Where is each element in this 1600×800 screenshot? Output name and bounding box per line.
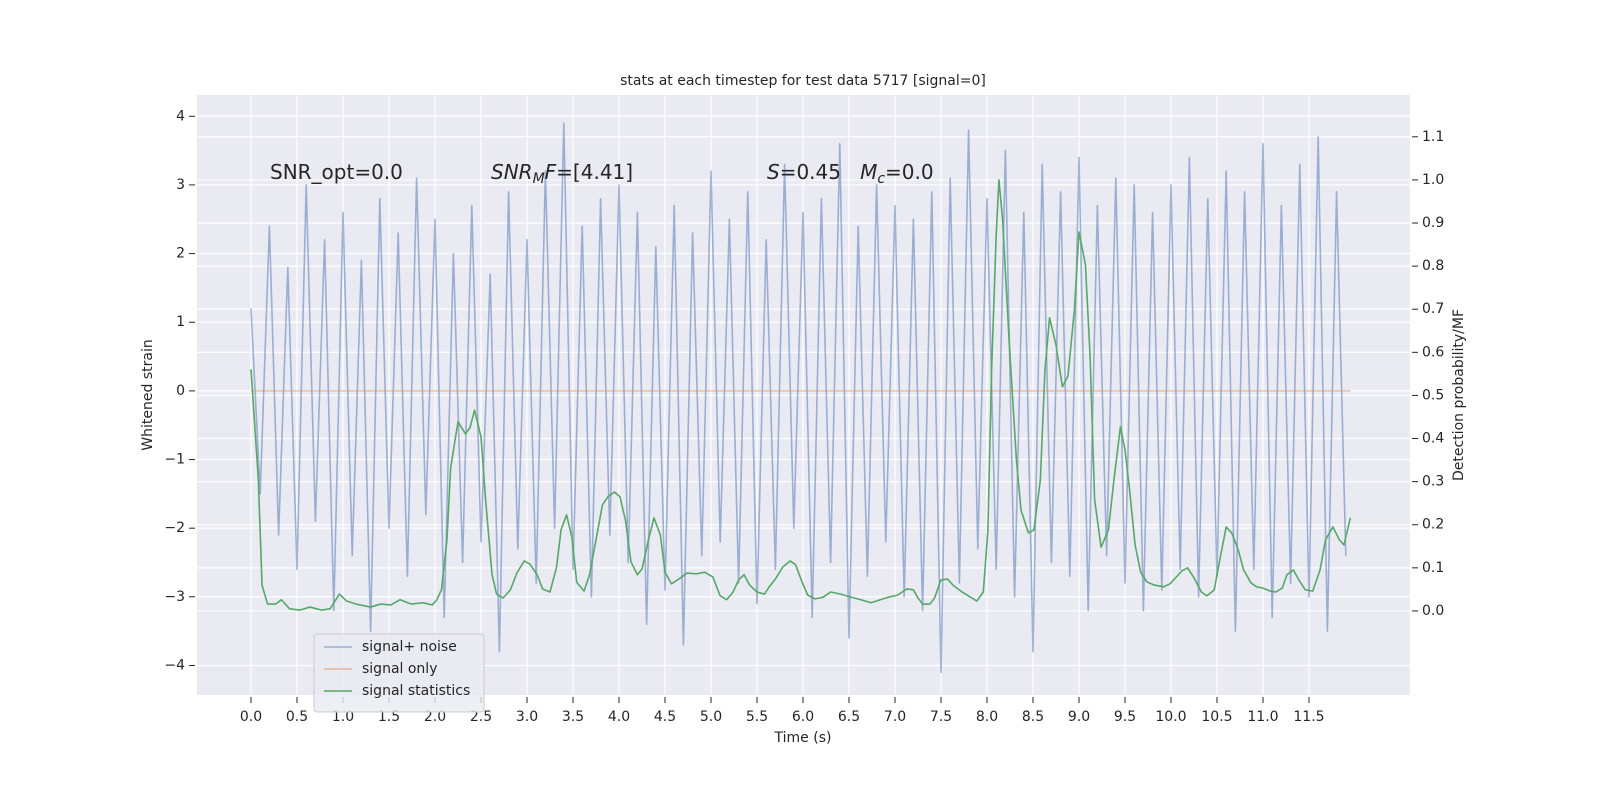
x-tick-label: 9.5 xyxy=(1114,709,1136,725)
y-tick-label: 4 xyxy=(176,108,185,124)
y-tick-label: −3 xyxy=(164,589,185,605)
y2-tick-label: 1.0 xyxy=(1422,172,1444,188)
x-tick-label: 1.0 xyxy=(332,709,354,725)
y2-axis-label: Detection probability/MF xyxy=(1451,309,1467,481)
x-tick-label: 10.5 xyxy=(1201,709,1232,725)
x-tick-label: 7.0 xyxy=(884,709,906,725)
x-tick-label: 11.0 xyxy=(1247,709,1278,725)
y-tick-label: 3 xyxy=(176,177,185,193)
y-axis-label: Whitened strain xyxy=(140,339,156,450)
x-tick-label: 1.5 xyxy=(378,709,400,725)
y2-tick-label: 0.1 xyxy=(1422,560,1444,576)
annotation-part: F xyxy=(545,160,557,184)
y-tick-label: 2 xyxy=(176,246,185,262)
legend-label: signal+ noise xyxy=(362,639,457,655)
x-tick-label: 6.0 xyxy=(792,709,814,725)
x-tick-label: 10.0 xyxy=(1155,709,1186,725)
legend-label: signal only xyxy=(362,661,437,677)
x-tick-label: 8.5 xyxy=(1022,709,1044,725)
series-line xyxy=(250,179,1352,611)
y-tick-label: −2 xyxy=(164,520,185,536)
x-tick-label: 4.0 xyxy=(608,709,630,725)
y2-tick-label: 0.2 xyxy=(1422,517,1444,533)
annotation-part: SNR xyxy=(491,160,533,184)
annotation-part: =0.0 xyxy=(885,160,934,184)
y2-tick-label: 0.4 xyxy=(1422,431,1444,447)
x-tick-label: 4.5 xyxy=(654,709,676,725)
annotation-part: =0.45 xyxy=(780,160,860,184)
series-line xyxy=(250,122,1347,674)
x-tick-label: 0.0 xyxy=(240,709,262,725)
legend-box xyxy=(313,633,485,713)
annotation-part: M xyxy=(860,160,877,184)
annotation: SNR_opt=0.0 xyxy=(270,160,403,184)
y2-tick-label: 1.1 xyxy=(1422,129,1444,145)
annotation-part: SNR_opt=0.0 xyxy=(270,160,403,184)
annotation-part: S xyxy=(767,160,780,184)
axes: 0.0 0.5 1.0 1.5 2.0 2.5 3.0 3.5 4.0 4.5 5.0 5.5 6.0 6… xyxy=(164,108,1444,725)
x-tick-label: 2.5 xyxy=(470,709,492,725)
y2-tick-label: 0.8 xyxy=(1422,258,1444,274)
annotation-part: =[4.41] xyxy=(556,160,633,184)
annotation-part: M xyxy=(533,171,545,187)
x-tick-label: 7.5 xyxy=(930,709,952,725)
y2-tick-label: 0.7 xyxy=(1422,301,1444,317)
y-tick-label: 1 xyxy=(176,314,185,330)
x-tick-label: 9.0 xyxy=(1068,709,1090,725)
y-tick-label: 0 xyxy=(176,383,185,399)
y2-tick-label: 0.0 xyxy=(1422,603,1444,619)
y2-tick-label: 0.9 xyxy=(1422,215,1444,231)
x-tick-label: 3.0 xyxy=(516,709,538,725)
x-tick-label: 5.0 xyxy=(700,709,722,725)
y2-tick-label: 0.6 xyxy=(1422,344,1444,360)
y2-tick-label: 0.3 xyxy=(1422,474,1444,490)
marks xyxy=(250,122,1352,674)
annotation: SNRMF=[4.41] xyxy=(491,160,633,188)
y-tick-label: −4 xyxy=(164,657,185,673)
annotation: S=0.45 Mc=0.0 xyxy=(767,160,934,188)
y2-tick-label: 0.5 xyxy=(1422,387,1444,403)
annotation-part: c xyxy=(877,171,885,187)
x-axis-label: Time (s) xyxy=(774,730,832,746)
x-tick-label: 0.5 xyxy=(286,709,308,725)
chart-title: stats at each timestep for test data 571… xyxy=(620,73,986,89)
x-tick-label: 2.0 xyxy=(424,709,446,725)
x-tick-label: 5.5 xyxy=(746,709,768,725)
y-tick-label: −1 xyxy=(164,452,185,468)
x-tick-label: 3.5 xyxy=(562,709,584,725)
legend-label: signal statistics xyxy=(362,683,470,699)
x-tick-label: 11.5 xyxy=(1293,709,1324,725)
x-tick-label: 6.5 xyxy=(838,709,860,725)
x-tick-label: 8.0 xyxy=(976,709,998,725)
